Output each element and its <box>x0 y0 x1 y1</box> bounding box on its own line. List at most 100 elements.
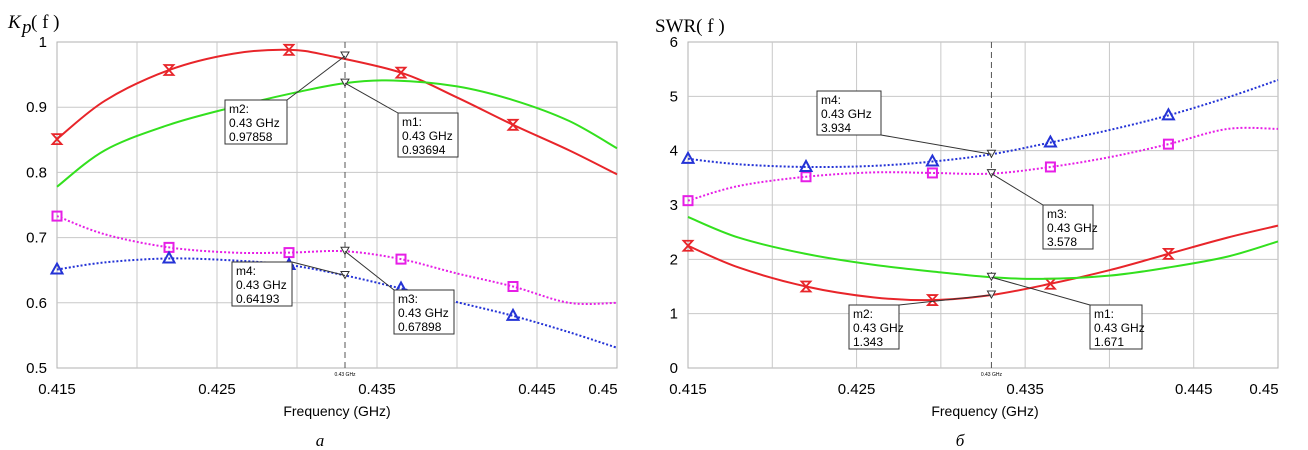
x-tick-label: 0.445 <box>518 381 556 398</box>
data-point-square <box>926 167 938 179</box>
marker-box <box>393 289 455 335</box>
data-point-triangle <box>49 261 65 275</box>
marker-freq: 0.43 GHz <box>398 306 449 320</box>
marker-box <box>848 304 900 350</box>
y-axis-title-rest: ( f ) <box>31 12 59 33</box>
data-point-hourglass <box>50 133 64 146</box>
marker-value: 3.578 <box>1047 235 1077 249</box>
marker-freq: 0.43 GHz <box>229 116 280 130</box>
marker-vline-label: 0.43 GHz <box>334 372 356 378</box>
marker-point <box>986 272 997 282</box>
y-tick-label: 0.9 <box>26 99 47 116</box>
marker-point <box>340 246 350 256</box>
y-tick-label: 1 <box>670 306 678 323</box>
y-tick-label: 1 <box>39 34 47 51</box>
marker-point <box>340 51 350 60</box>
marker-value: 3.934 <box>821 121 851 135</box>
marker-name: m1: <box>1094 307 1114 321</box>
marker-freq: 0.43 GHz <box>236 278 287 292</box>
marker-leader <box>291 261 346 276</box>
marker-point <box>340 78 350 88</box>
y-axis-title: K p ( f ) <box>7 12 59 38</box>
x-tick-label: 0.425 <box>838 381 876 398</box>
marker-freq: 0.43 GHz <box>853 321 904 335</box>
data-point-triangle <box>680 150 696 164</box>
y-tick-label: 2 <box>670 251 678 268</box>
y-tick-label: 0.6 <box>26 295 47 312</box>
marker-freq: 0.43 GHz <box>821 107 872 121</box>
data-point-triangle <box>1043 134 1058 148</box>
marker-name: m2: <box>853 307 873 321</box>
y-tick-label: 0.8 <box>26 164 47 181</box>
marker-leader <box>880 134 992 155</box>
plot-area-frame <box>56 41 618 369</box>
y-tick-label: 3 <box>670 197 678 214</box>
data-point-triangle <box>505 307 521 321</box>
marker-box <box>1089 304 1143 350</box>
marker-name: m3: <box>398 292 418 306</box>
x-axis-title: Frequency (GHz) <box>283 403 390 419</box>
x-tick-label: 0.425 <box>198 381 236 398</box>
data-point-square <box>800 171 812 183</box>
data-point-triangle <box>798 158 814 172</box>
data-point-square <box>507 281 519 292</box>
marker-box <box>231 261 293 307</box>
y-tick-label: 4 <box>670 143 678 160</box>
marker-value: 0.93694 <box>402 143 446 157</box>
marker-name: m1: <box>402 115 422 129</box>
series-line <box>687 126 1279 202</box>
data-point-hourglass <box>925 294 939 306</box>
data-point-hourglass <box>799 280 813 293</box>
marker-name: m4: <box>821 93 841 107</box>
marker-leader <box>286 55 346 101</box>
chart-panel-a: K p ( f ) Frequency (GHz) а 0.5 0.6 0.7 0.8… <box>7 12 618 450</box>
marker-value: 0.97858 <box>229 130 273 144</box>
marker-point <box>986 290 997 300</box>
marker-vline-label: 0.43 GHz <box>981 372 1003 378</box>
data-point-hourglass <box>506 118 520 131</box>
data-point-triangle <box>925 153 940 167</box>
marker-name: m3: <box>1047 207 1067 221</box>
data-point-triangle <box>161 250 177 264</box>
marker-name: m4: <box>236 264 256 278</box>
panel-caption: а <box>316 431 325 450</box>
gridlines <box>688 42 1278 368</box>
data-point-triangle <box>1161 107 1176 121</box>
series-line <box>56 48 618 176</box>
series-2 <box>682 126 1279 207</box>
marker-leader <box>344 250 395 291</box>
x-tick-label: 0.45 <box>1249 381 1278 398</box>
data-point-hourglass <box>162 64 176 76</box>
marker-freq: 0.43 GHz <box>1047 221 1098 235</box>
marker-box <box>816 90 882 136</box>
gridlines <box>57 42 617 368</box>
x-tick-label: 0.45 <box>588 381 617 398</box>
marker-leader <box>991 173 1044 206</box>
x-tick-label: 0.415 <box>669 381 707 398</box>
y-tick-label: 0.5 <box>26 360 47 377</box>
y-axis-title-subscript: p <box>20 17 32 38</box>
x-tick-label: 0.415 <box>38 381 76 398</box>
panel-caption: б <box>956 431 965 450</box>
x-axis-title: Frequency (GHz) <box>931 403 1038 419</box>
marker-value: 1.671 <box>1094 335 1124 349</box>
data-point-square <box>395 253 407 265</box>
y-tick-label: 0 <box>670 360 678 377</box>
x-tick-label: 0.435 <box>358 381 396 398</box>
marker-freq: 0.43 GHz <box>1094 321 1145 335</box>
marker-leader <box>991 276 1091 306</box>
y-tick-label: 6 <box>670 34 678 51</box>
data-point-square <box>51 210 63 222</box>
marker-value: 0.64193 <box>236 292 280 306</box>
marker-value: 1.343 <box>853 335 883 349</box>
y-tick-label: 0.7 <box>26 230 47 247</box>
marker-name: m2: <box>229 102 249 116</box>
data-point-hourglass <box>282 43 296 56</box>
